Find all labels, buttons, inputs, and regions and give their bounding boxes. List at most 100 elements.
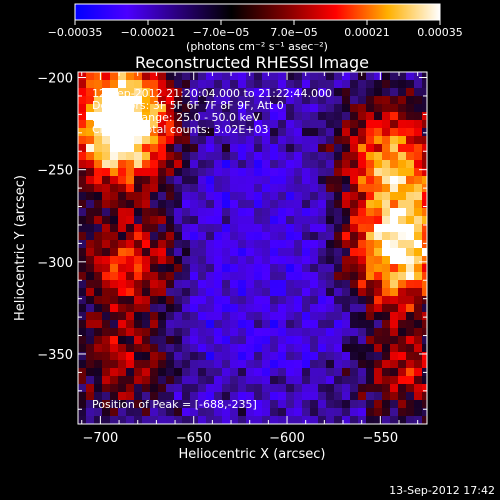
- heatmap-cell: [102, 256, 110, 264]
- heatmap-cell: [102, 360, 110, 368]
- heatmap-cell: [254, 344, 262, 352]
- heatmap-cell: [262, 312, 270, 320]
- heatmap-cell: [190, 104, 198, 112]
- heatmap-cell: [110, 344, 118, 352]
- heatmap-cell: [78, 376, 86, 384]
- heatmap-cell: [198, 304, 206, 312]
- heatmap-cell: [398, 352, 406, 360]
- heatmap-cell: [126, 352, 134, 360]
- heatmap-cell: [310, 72, 318, 80]
- heatmap-cell: [374, 168, 382, 176]
- heatmap-cell: [150, 304, 158, 312]
- heatmap-cell: [310, 296, 318, 304]
- heatmap-cell: [310, 216, 318, 224]
- heatmap-cell: [190, 216, 198, 224]
- heatmap-cell: [374, 120, 382, 128]
- heatmap-cell: [206, 240, 214, 248]
- heatmap-cell: [278, 168, 286, 176]
- heatmap-cell: [142, 224, 150, 232]
- heatmap-cell: [398, 288, 406, 296]
- heatmap-cell: [342, 376, 350, 384]
- heatmap-cell: [166, 288, 174, 296]
- heatmap-cell: [358, 128, 366, 136]
- heatmap-cell: [182, 336, 190, 344]
- heatmap-cell: [414, 272, 422, 280]
- heatmap-cell: [198, 120, 206, 128]
- heatmap-cell: [246, 352, 254, 360]
- heatmap-cell: [166, 408, 174, 416]
- heatmap-cell: [398, 88, 406, 96]
- heatmap-cell: [190, 96, 198, 104]
- heatmap-cell: [294, 368, 302, 376]
- heatmap-cell: [294, 88, 302, 96]
- heatmap-cell: [334, 392, 342, 400]
- heatmap-cell: [150, 224, 158, 232]
- heatmap-cell: [174, 272, 182, 280]
- heatmap-cell: [254, 88, 262, 96]
- heatmap-cell: [294, 384, 302, 392]
- heatmap-cell: [278, 208, 286, 216]
- heatmap-cell: [326, 176, 334, 184]
- heatmap-cell: [182, 224, 190, 232]
- heatmap-cell: [390, 328, 398, 336]
- heatmap-cell: [158, 272, 166, 280]
- heatmap-cell: [190, 128, 198, 136]
- heatmap-cell: [126, 144, 134, 152]
- heatmap-cell: [158, 144, 166, 152]
- heatmap-cell: [342, 320, 350, 328]
- heatmap-cell: [310, 392, 318, 400]
- heatmap-cell: [286, 152, 294, 160]
- heatmap-cell: [198, 224, 206, 232]
- heatmap-cell: [382, 200, 390, 208]
- info-detectors: Detectors: 3F 5F 6F 7F 8F 9F, Att 0: [92, 99, 284, 112]
- heatmap-cell: [174, 360, 182, 368]
- heatmap-cell: [102, 288, 110, 296]
- heatmap-cell: [334, 168, 342, 176]
- heatmap-cell: [286, 264, 294, 272]
- heatmap-cell: [110, 168, 118, 176]
- heatmap-cell: [246, 152, 254, 160]
- heatmap-cell: [310, 400, 318, 408]
- heatmap-cell: [406, 344, 414, 352]
- heatmap-cell: [166, 248, 174, 256]
- heatmap-cell: [398, 80, 406, 88]
- heatmap-cell: [262, 80, 270, 88]
- heatmap-cell: [126, 304, 134, 312]
- heatmap-cell: [422, 264, 427, 272]
- heatmap-cell: [270, 152, 278, 160]
- heatmap-cell: [134, 360, 142, 368]
- heatmap-cell: [222, 280, 230, 288]
- heatmap-cell: [254, 96, 262, 104]
- heatmap-cell: [374, 192, 382, 200]
- heatmap-cell: [238, 88, 246, 96]
- heatmap-cell: [118, 80, 126, 88]
- heatmap-cell: [86, 80, 94, 88]
- heatmap-cell: [262, 104, 270, 112]
- heatmap-cell: [206, 264, 214, 272]
- heatmap-cell: [406, 120, 414, 128]
- heatmap-cell: [118, 208, 126, 216]
- heatmap-cell: [366, 336, 374, 344]
- heatmap-cell: [358, 376, 366, 384]
- heatmap-cell: [310, 176, 318, 184]
- heatmap-cell: [294, 248, 302, 256]
- heatmap-cell: [198, 128, 206, 136]
- heatmap-cell: [270, 384, 278, 392]
- heatmap-cell: [422, 256, 427, 264]
- heatmap-cell: [182, 352, 190, 360]
- heatmap-cell: [190, 328, 198, 336]
- heatmap-cell: [382, 336, 390, 344]
- heatmap-cell: [230, 216, 238, 224]
- heatmap-cell: [318, 240, 326, 248]
- heatmap-cell: [86, 144, 94, 152]
- heatmap-cell: [374, 200, 382, 208]
- heatmap-cell: [222, 136, 230, 144]
- heatmap-cell: [318, 256, 326, 264]
- heatmap-cell: [134, 400, 142, 408]
- heatmap-cell: [366, 352, 374, 360]
- heatmap-cell: [94, 144, 102, 152]
- heatmap-cell: [262, 72, 270, 80]
- heatmap-cell: [318, 160, 326, 168]
- heatmap-cell: [166, 200, 174, 208]
- heatmap-cell: [158, 392, 166, 400]
